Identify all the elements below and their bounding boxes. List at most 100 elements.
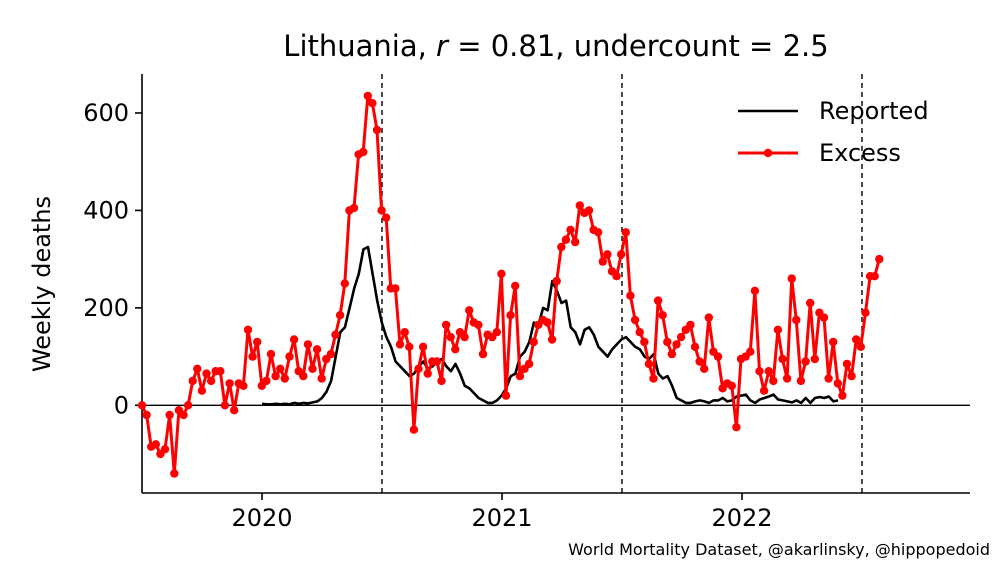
plot-area: 0 200 400 600 2020 2021 2022 [83,74,970,532]
series-point-excess-70 [460,332,469,342]
series-point-excess-80 [506,311,515,320]
series-point-excess-81 [511,281,520,291]
series-point-excess-23 [243,325,253,334]
y-tick-label-0: 0 [114,391,129,419]
series-point-excess-121 [695,357,704,366]
series-point-excess-31 [280,374,289,383]
series-point-excess-43 [335,311,345,320]
series-point-excess-44 [340,279,349,288]
series-point-excess-74 [478,349,488,359]
series-point-excess-133 [750,286,760,295]
series-point-excess-84 [524,359,534,369]
series-point-excess-11 [188,376,197,386]
series-point-excess-17 [216,367,225,376]
legend-label-reported: Reported [819,97,929,125]
series-point-excess-65 [437,376,446,386]
series-point-excess-116 [672,340,681,349]
series-point-excess-66 [441,320,451,330]
series-point-excess-68 [451,345,460,354]
chart-title-prefix: Lithuania, [283,29,436,63]
series-point-excess-62 [423,369,432,378]
series-point-excess-106 [626,291,635,300]
series-point-excess-49 [363,91,372,101]
credit-text: World Mortality Dataset, @akarlinsky, @h… [568,540,990,559]
series-point-excess-35 [299,371,308,381]
series-point-excess-160 [875,254,884,264]
series-point-excess-97 [584,206,594,215]
series-point-excess-37 [308,364,317,373]
series-point-excess-3 [151,440,160,449]
series-point-excess-94 [571,237,580,247]
series-point-excess-140 [782,374,792,383]
series-point-excess-151 [833,379,842,388]
series-point-excess-7 [170,469,179,478]
series-point-excess-146 [810,354,819,364]
series-point-excess-61 [418,342,428,351]
series-point-excess-58 [405,342,414,351]
series-point-excess-112 [653,296,663,305]
series-point-excess-100 [598,257,607,266]
series-point-excess-148 [819,313,829,322]
series-point-excess-73 [474,320,483,330]
series-point-excess-139 [778,354,787,364]
series-point-excess-79 [501,391,511,400]
series-point-excess-39 [317,374,326,383]
legend-marker-excess [763,148,773,158]
series-point-excess-18 [220,401,230,410]
series-point-excess-89 [547,335,557,344]
y-tick-label-200: 200 [83,294,129,322]
series-point-excess-132 [746,347,755,356]
series-point-excess-152 [838,391,847,400]
series-point-excess-53 [382,213,391,222]
series-point-excess-13 [197,386,207,395]
series-point-excess-46 [349,203,359,213]
series-point-excess-143 [796,376,806,386]
series-point-excess-30 [276,364,285,373]
series-point-excess-99 [594,228,603,237]
series-point-excess-104 [617,250,626,259]
series-point-excess-137 [769,376,778,386]
series-point-excess-156 [856,342,865,351]
series-point-excess-145 [806,298,815,308]
series-point-excess-120 [690,342,700,351]
chart-title-r-value: = 0.81, undercount = 2.5 [448,29,829,63]
y-tick-label-400: 400 [83,196,129,224]
series-point-excess-10 [183,401,193,410]
series-point-excess-109 [640,337,649,347]
series-point-excess-52 [377,206,386,215]
series-point-excess-41 [326,349,336,359]
series-point-excess-71 [465,306,474,315]
series-point-excess-149 [824,374,833,383]
series-point-excess-27 [262,376,271,386]
series-point-excess-144 [801,357,810,366]
series-point-excess-95 [575,201,584,210]
x-tick-label-2020: 2020 [231,504,292,532]
series-point-excess-103 [612,272,621,281]
series-point-excess-134 [755,367,764,376]
series-point-excess-141 [787,274,796,283]
series-point-excess-29 [271,371,280,381]
series-point-excess-107 [630,315,640,325]
series-point-excess-1 [142,410,151,420]
series-point-excess-157 [861,308,870,317]
y-axis-label: Weekly deaths [28,196,56,372]
series-point-excess-60 [414,364,423,373]
series-point-excess-110 [644,359,654,369]
series-point-excess-135 [759,386,769,395]
x-tick-label-2021: 2021 [471,504,532,532]
series-point-excess-33 [289,335,299,344]
y-tick-label-600: 600 [83,99,129,127]
series-point-excess-117 [676,332,686,342]
series-point-excess-19 [225,379,234,388]
series-point-excess-38 [312,345,322,354]
series-point-excess-78 [497,269,506,278]
series-point-excess-36 [303,340,313,349]
series-point-excess-59 [409,425,419,434]
series-point-excess-28 [266,349,276,359]
series-point-excess-6 [165,410,174,420]
series-point-excess-48 [359,147,368,157]
series-point-excess-90 [552,276,561,286]
series-line-reported [261,245,839,406]
series-point-excess-136 [764,367,773,376]
